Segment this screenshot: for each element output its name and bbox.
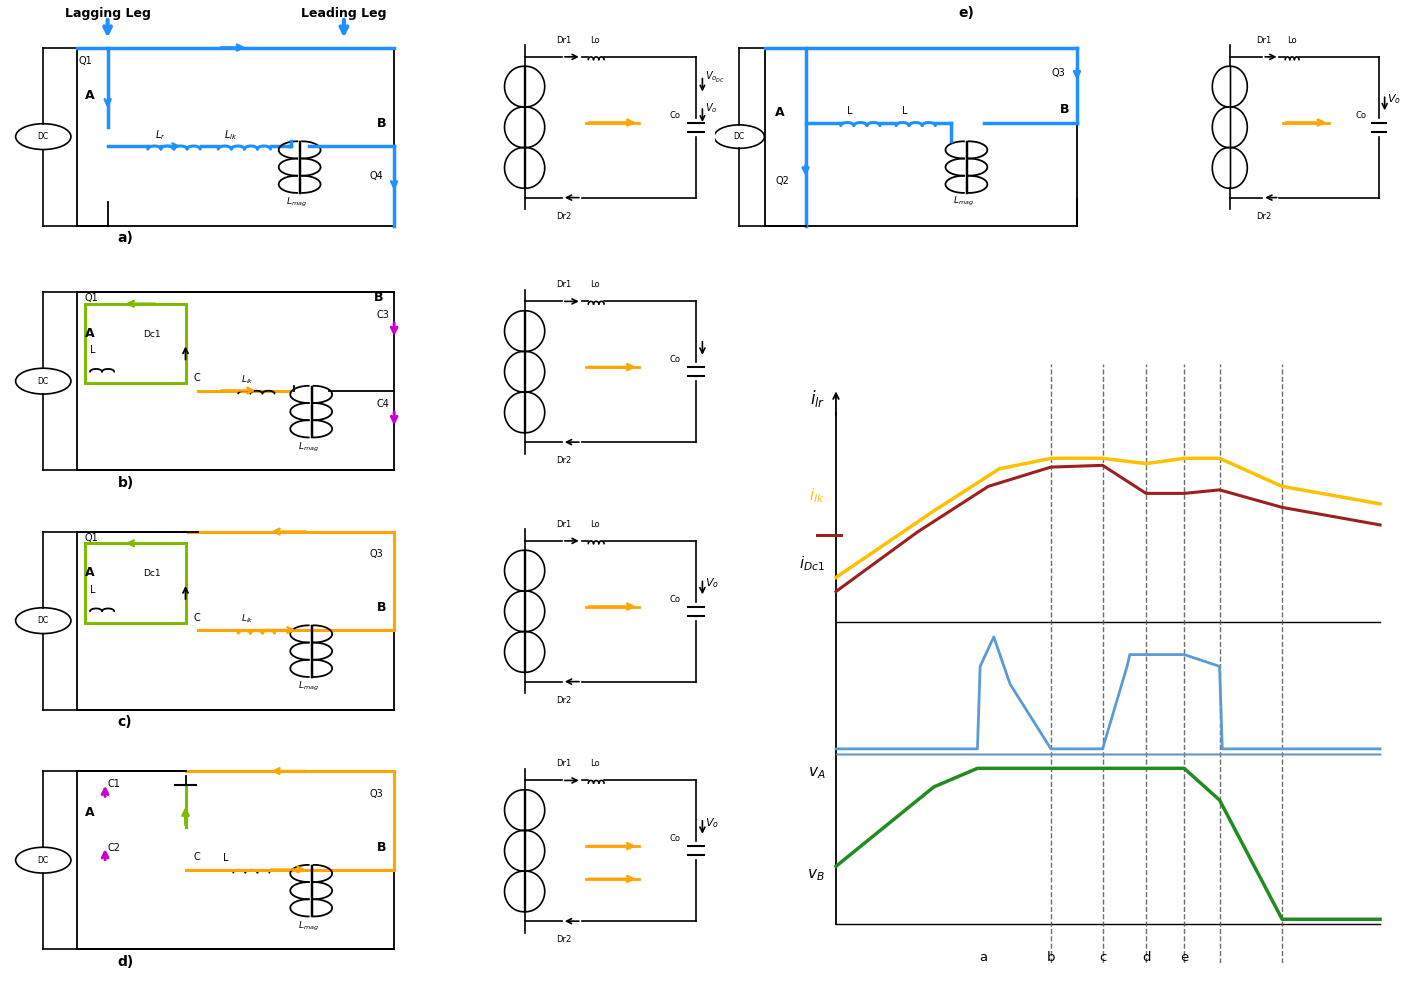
Text: L: L — [902, 107, 908, 117]
Text: $i_{Dc1}$: $i_{Dc1}$ — [799, 555, 826, 573]
Text: A: A — [85, 805, 95, 818]
Text: $L_{mag}$: $L_{mag}$ — [953, 195, 974, 208]
Text: DC: DC — [38, 132, 48, 141]
Text: Dc1: Dc1 — [143, 329, 160, 338]
Text: b: b — [1046, 951, 1055, 964]
Text: DC: DC — [733, 132, 745, 141]
Text: L: L — [224, 853, 229, 863]
Text: Leading Leg: Leading Leg — [302, 7, 387, 20]
Text: $V_o$: $V_o$ — [705, 576, 718, 590]
Text: Dr2: Dr2 — [556, 696, 572, 705]
Text: C1: C1 — [108, 779, 120, 789]
Text: Co: Co — [670, 834, 681, 843]
Text: e: e — [1180, 951, 1188, 964]
Text: Dr2: Dr2 — [556, 212, 572, 221]
Bar — [78, 532, 394, 710]
Bar — [85, 303, 185, 383]
Text: $L_{mag}$: $L_{mag}$ — [297, 440, 319, 454]
Text: $V_{o_{DC}}$: $V_{o_{DC}}$ — [705, 70, 725, 86]
Text: a: a — [978, 951, 987, 964]
Text: c): c) — [118, 716, 132, 730]
Text: B: B — [374, 291, 384, 304]
Text: C: C — [193, 613, 200, 623]
Text: B: B — [377, 601, 387, 615]
Text: Co: Co — [670, 355, 681, 364]
Text: A: A — [85, 89, 95, 102]
Text: Lo: Lo — [1287, 36, 1297, 45]
Text: C4: C4 — [377, 399, 389, 409]
Text: C: C — [193, 373, 200, 383]
Bar — [85, 543, 185, 623]
Text: Co: Co — [670, 595, 681, 604]
Text: $L_{mag}$: $L_{mag}$ — [286, 196, 307, 210]
Text: DC: DC — [38, 616, 48, 625]
Text: $L_{mag}$: $L_{mag}$ — [297, 680, 319, 694]
Text: Co: Co — [670, 111, 681, 120]
Text: B: B — [377, 840, 387, 854]
Text: B: B — [377, 117, 387, 131]
Text: Dr2: Dr2 — [556, 456, 572, 465]
Text: Q3: Q3 — [1052, 68, 1066, 78]
Text: C2: C2 — [108, 842, 120, 853]
Text: Q4: Q4 — [370, 171, 382, 181]
Text: $L_{lk}$: $L_{lk}$ — [241, 613, 253, 626]
Text: $L_r$: $L_r$ — [156, 128, 166, 142]
Text: L: L — [847, 107, 852, 117]
Text: Q1: Q1 — [78, 56, 92, 66]
Text: e): e) — [959, 6, 974, 20]
Text: d): d) — [118, 955, 135, 969]
Text: $v_{B}$: $v_{B}$ — [807, 867, 826, 883]
Text: Dr1: Dr1 — [556, 759, 572, 768]
Bar — [766, 48, 1078, 226]
Text: Lo: Lo — [590, 280, 600, 289]
Bar — [78, 48, 394, 226]
Bar — [78, 771, 394, 949]
Text: Dc1: Dc1 — [143, 569, 160, 578]
Text: A: A — [85, 566, 95, 579]
Text: $V_o$: $V_o$ — [705, 815, 718, 829]
Text: $V_o$: $V_o$ — [1386, 92, 1400, 106]
Text: Q1: Q1 — [85, 293, 99, 303]
Text: Dr1: Dr1 — [556, 280, 572, 289]
Text: Dr1: Dr1 — [1256, 36, 1272, 45]
Text: Lagging Leg: Lagging Leg — [65, 7, 150, 20]
Bar — [78, 292, 394, 470]
Text: $L_{lk}$: $L_{lk}$ — [241, 373, 253, 386]
Text: c: c — [1099, 951, 1106, 964]
Text: L: L — [91, 585, 95, 595]
Text: L: L — [91, 345, 95, 355]
Text: Dr2: Dr2 — [556, 935, 572, 944]
Text: d: d — [1141, 951, 1150, 964]
Text: $i_{lr}$: $i_{lr}$ — [810, 388, 826, 409]
Text: Q3: Q3 — [370, 549, 382, 559]
Text: C3: C3 — [377, 309, 389, 319]
Text: C: C — [193, 852, 200, 862]
Text: Q3: Q3 — [370, 788, 382, 798]
Text: $L_{mag}$: $L_{mag}$ — [297, 919, 319, 933]
Text: a): a) — [118, 232, 133, 246]
Text: B: B — [1059, 103, 1069, 116]
Text: b): b) — [118, 476, 135, 490]
Text: DC: DC — [38, 855, 48, 864]
Text: Lo: Lo — [590, 520, 600, 529]
Text: $i_{lk}$: $i_{lk}$ — [810, 486, 826, 505]
Text: Lo: Lo — [590, 759, 600, 768]
Text: A: A — [85, 326, 95, 339]
Text: Co: Co — [1357, 111, 1366, 120]
Text: $V_o$: $V_o$ — [705, 101, 716, 115]
Text: $L_{lk}$: $L_{lk}$ — [224, 128, 238, 142]
Text: Lo: Lo — [590, 36, 600, 45]
Text: Q1: Q1 — [85, 533, 99, 543]
Text: Dr1: Dr1 — [556, 36, 572, 45]
Text: A: A — [776, 106, 784, 119]
Text: DC: DC — [38, 376, 48, 385]
Text: Dr2: Dr2 — [1256, 212, 1272, 221]
Text: Q2: Q2 — [776, 176, 789, 186]
Text: Dr1: Dr1 — [556, 520, 572, 529]
Text: $v_{A}$: $v_{A}$ — [807, 765, 826, 781]
